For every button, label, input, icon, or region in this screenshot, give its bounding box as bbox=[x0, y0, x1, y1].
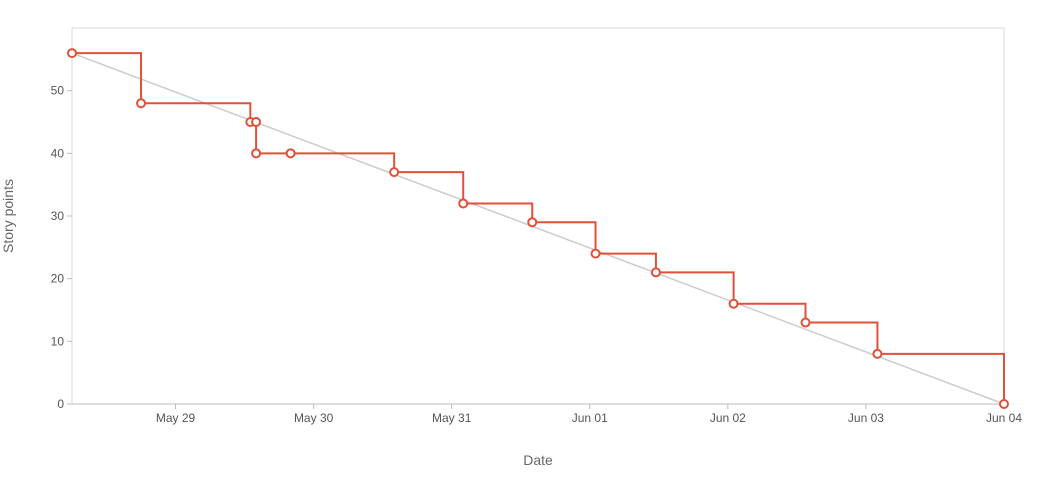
x-tick-label: Jun 01 bbox=[572, 411, 608, 425]
data-point[interactable] bbox=[728, 298, 739, 309]
data-point[interactable] bbox=[67, 48, 77, 59]
y-tick-label: 10 bbox=[51, 334, 65, 348]
data-point[interactable] bbox=[251, 148, 262, 159]
y-tick-label: 0 bbox=[57, 397, 64, 411]
data-point[interactable] bbox=[872, 348, 883, 359]
data-point[interactable] bbox=[999, 399, 1009, 409]
x-tick-label: Jun 02 bbox=[710, 411, 746, 425]
y-tick-label: 50 bbox=[51, 84, 65, 98]
x-tick-label: May 31 bbox=[432, 411, 472, 425]
data-point[interactable] bbox=[650, 267, 661, 278]
x-tick-label: May 30 bbox=[294, 411, 334, 425]
data-point[interactable] bbox=[800, 317, 811, 328]
y-axis-ticks: 0 10 20 30 40 50 bbox=[51, 84, 72, 411]
x-tick-label: Jun 04 bbox=[986, 411, 1022, 425]
y-tick-label: 20 bbox=[51, 272, 65, 286]
y-tick-label: 30 bbox=[51, 209, 65, 223]
data-point[interactable] bbox=[251, 117, 262, 127]
series-layer bbox=[67, 48, 1009, 409]
y-axis-title: Story points bbox=[0, 179, 16, 253]
ideal-burndown-line bbox=[71, 52, 1005, 405]
plot-frame bbox=[71, 27, 1005, 405]
x-axis-title: Date bbox=[523, 452, 553, 468]
data-point[interactable] bbox=[285, 148, 296, 159]
x-tick-label: Jun 03 bbox=[848, 411, 884, 425]
data-point[interactable] bbox=[136, 98, 147, 109]
y-tick-label: 40 bbox=[51, 146, 65, 160]
data-point[interactable] bbox=[527, 217, 538, 228]
data-point[interactable] bbox=[389, 167, 400, 178]
x-axis-ticks: May 29 May 30 May 31 Jun 01 Jun 02 Jun 03 Jun … bbox=[156, 404, 1022, 425]
x-tick-label: May 29 bbox=[156, 411, 196, 425]
data-point[interactable] bbox=[590, 248, 601, 259]
data-point[interactable] bbox=[458, 198, 469, 209]
